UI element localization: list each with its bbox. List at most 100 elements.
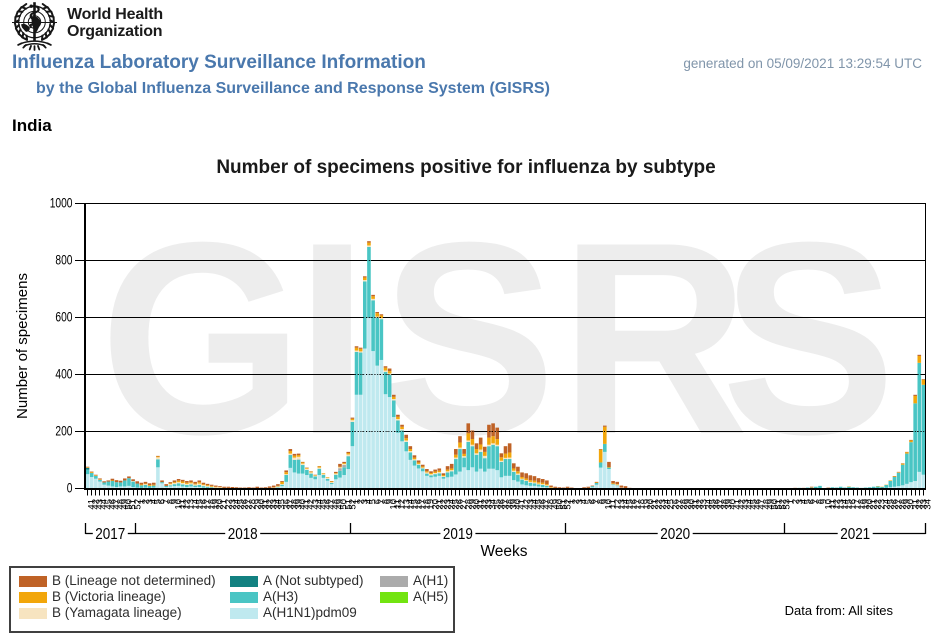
svg-text:12: 12 xyxy=(831,499,842,510)
svg-text:24: 24 xyxy=(661,499,672,510)
svg-text:51: 51 xyxy=(558,499,569,510)
svg-text:29: 29 xyxy=(252,499,263,510)
svg-text:5: 5 xyxy=(802,499,813,504)
svg-text:8: 8 xyxy=(814,499,825,504)
svg-text:1: 1 xyxy=(785,499,796,504)
svg-text:50: 50 xyxy=(338,499,349,510)
svg-text:12: 12 xyxy=(396,499,407,510)
svg-text:19: 19 xyxy=(210,499,221,510)
svg-text:14: 14 xyxy=(620,499,631,510)
svg-text:17: 17 xyxy=(202,499,213,510)
svg-text:18: 18 xyxy=(206,499,217,510)
svg-text:52: 52 xyxy=(347,499,358,510)
svg-text:32: 32 xyxy=(914,499,925,510)
svg-text:40: 40 xyxy=(727,499,738,510)
svg-text:38: 38 xyxy=(504,499,515,510)
svg-text:33: 33 xyxy=(483,499,494,510)
svg-text:2021: 2021 xyxy=(840,526,870,543)
svg-text:6: 6 xyxy=(806,499,817,504)
svg-text:17: 17 xyxy=(632,499,643,510)
svg-text:19: 19 xyxy=(425,499,436,510)
svg-text:44: 44 xyxy=(744,499,755,510)
svg-text:52: 52 xyxy=(562,499,573,510)
svg-text:4: 4 xyxy=(798,499,809,504)
svg-text:1: 1 xyxy=(566,499,577,504)
svg-text:44: 44 xyxy=(529,499,540,510)
svg-text:8: 8 xyxy=(380,499,391,504)
svg-text:12: 12 xyxy=(612,499,623,510)
svg-text:29: 29 xyxy=(682,499,693,510)
svg-text:R: R xyxy=(560,185,749,492)
svg-text:21: 21 xyxy=(218,499,229,510)
svg-text:37: 37 xyxy=(500,499,511,510)
svg-text:42: 42 xyxy=(736,499,747,510)
svg-text:42: 42 xyxy=(90,499,101,510)
svg-text:3: 3 xyxy=(359,499,370,504)
svg-text:32: 32 xyxy=(264,499,275,510)
svg-text:41: 41 xyxy=(732,499,743,510)
svg-text:10: 10 xyxy=(388,499,399,510)
svg-text:17: 17 xyxy=(417,499,428,510)
svg-text:45: 45 xyxy=(748,499,759,510)
svg-text:39: 39 xyxy=(508,499,519,510)
svg-text:25: 25 xyxy=(450,499,461,510)
svg-text:21: 21 xyxy=(434,499,445,510)
svg-text:35: 35 xyxy=(276,499,287,510)
svg-text:14: 14 xyxy=(839,499,850,510)
svg-text:9: 9 xyxy=(384,499,395,504)
svg-text:19: 19 xyxy=(641,499,652,510)
svg-text:9: 9 xyxy=(169,499,180,504)
svg-text:23: 23 xyxy=(227,499,238,510)
svg-text:48: 48 xyxy=(330,499,341,510)
svg-text:38: 38 xyxy=(719,499,730,510)
svg-text:800: 800 xyxy=(55,252,72,268)
svg-text:29: 29 xyxy=(467,499,478,510)
svg-text:400: 400 xyxy=(55,366,72,382)
svg-text:40: 40 xyxy=(512,499,523,510)
svg-text:53: 53 xyxy=(781,499,792,510)
svg-text:37: 37 xyxy=(285,499,296,510)
svg-text:50: 50 xyxy=(554,499,565,510)
svg-text:Weeks: Weeks xyxy=(480,543,527,560)
svg-text:26: 26 xyxy=(454,499,465,510)
svg-text:13: 13 xyxy=(616,499,627,510)
svg-text:36: 36 xyxy=(496,499,507,510)
svg-text:46: 46 xyxy=(322,499,333,510)
svg-text:7: 7 xyxy=(161,499,172,504)
svg-text:1000: 1000 xyxy=(50,195,73,211)
svg-text:22: 22 xyxy=(223,499,234,510)
svg-text:35: 35 xyxy=(707,499,718,510)
svg-text:46: 46 xyxy=(537,499,548,510)
svg-text:2: 2 xyxy=(355,499,366,504)
svg-text:15: 15 xyxy=(624,499,635,510)
svg-text:G: G xyxy=(100,185,304,492)
svg-text:42: 42 xyxy=(305,499,316,510)
svg-text:15: 15 xyxy=(194,499,205,510)
svg-text:46: 46 xyxy=(107,499,118,510)
svg-text:13: 13 xyxy=(401,499,412,510)
svg-text:31: 31 xyxy=(690,499,701,510)
svg-text:3: 3 xyxy=(794,499,805,504)
svg-text:31: 31 xyxy=(910,499,921,510)
svg-text:21: 21 xyxy=(868,499,879,510)
svg-text:4: 4 xyxy=(148,499,159,504)
svg-text:2017: 2017 xyxy=(95,526,125,543)
svg-text:8: 8 xyxy=(165,499,176,504)
svg-text:32: 32 xyxy=(479,499,490,510)
svg-text:29: 29 xyxy=(901,499,912,510)
svg-text:25: 25 xyxy=(885,499,896,510)
svg-text:17: 17 xyxy=(852,499,863,510)
svg-text:30: 30 xyxy=(471,499,482,510)
svg-text:22: 22 xyxy=(872,499,883,510)
svg-text:13: 13 xyxy=(185,499,196,510)
svg-text:2018: 2018 xyxy=(228,526,258,543)
svg-text:15: 15 xyxy=(409,499,420,510)
svg-text:27: 27 xyxy=(243,499,254,510)
svg-text:43: 43 xyxy=(94,499,105,510)
svg-text:45: 45 xyxy=(103,499,114,510)
svg-text:48: 48 xyxy=(545,499,556,510)
svg-text:8: 8 xyxy=(595,499,606,504)
svg-text:31: 31 xyxy=(475,499,486,510)
svg-text:33: 33 xyxy=(698,499,709,510)
svg-text:43: 43 xyxy=(740,499,751,510)
